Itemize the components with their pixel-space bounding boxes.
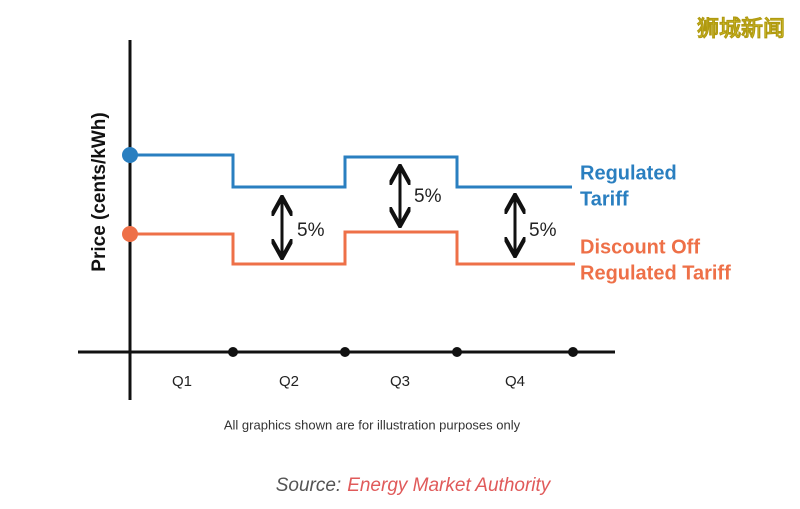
difference-label: 5%: [297, 220, 325, 241]
category-label: Q3: [390, 373, 410, 390]
difference-label: 5%: [414, 186, 442, 207]
difference-label: 5%: [529, 220, 557, 241]
source-name: Energy Market Authority: [347, 475, 552, 496]
series-label: Discount Off: [580, 236, 700, 258]
regulated-start: [122, 147, 138, 163]
category-label: Q1: [172, 373, 192, 390]
discount-start: [122, 226, 138, 242]
y-axis-label: Price (cents/kWh): [89, 112, 110, 271]
regulated-line: [130, 153, 572, 189]
category-label: Q2: [279, 373, 299, 390]
series-label: Regulated: [580, 162, 677, 184]
series-label: Regulated Tariff: [580, 262, 731, 284]
watermark: 狮城新闻: [697, 16, 785, 41]
discount-line: [130, 230, 575, 266]
source: Source: Energy Market Authority: [276, 475, 552, 496]
series-label: Tariff: [580, 188, 629, 210]
note: All graphics shown are for illustration …: [224, 417, 521, 432]
quarter-dividers: [228, 347, 578, 357]
source-prefix: Source:: [276, 475, 341, 496]
category-label: Q4: [505, 373, 525, 390]
